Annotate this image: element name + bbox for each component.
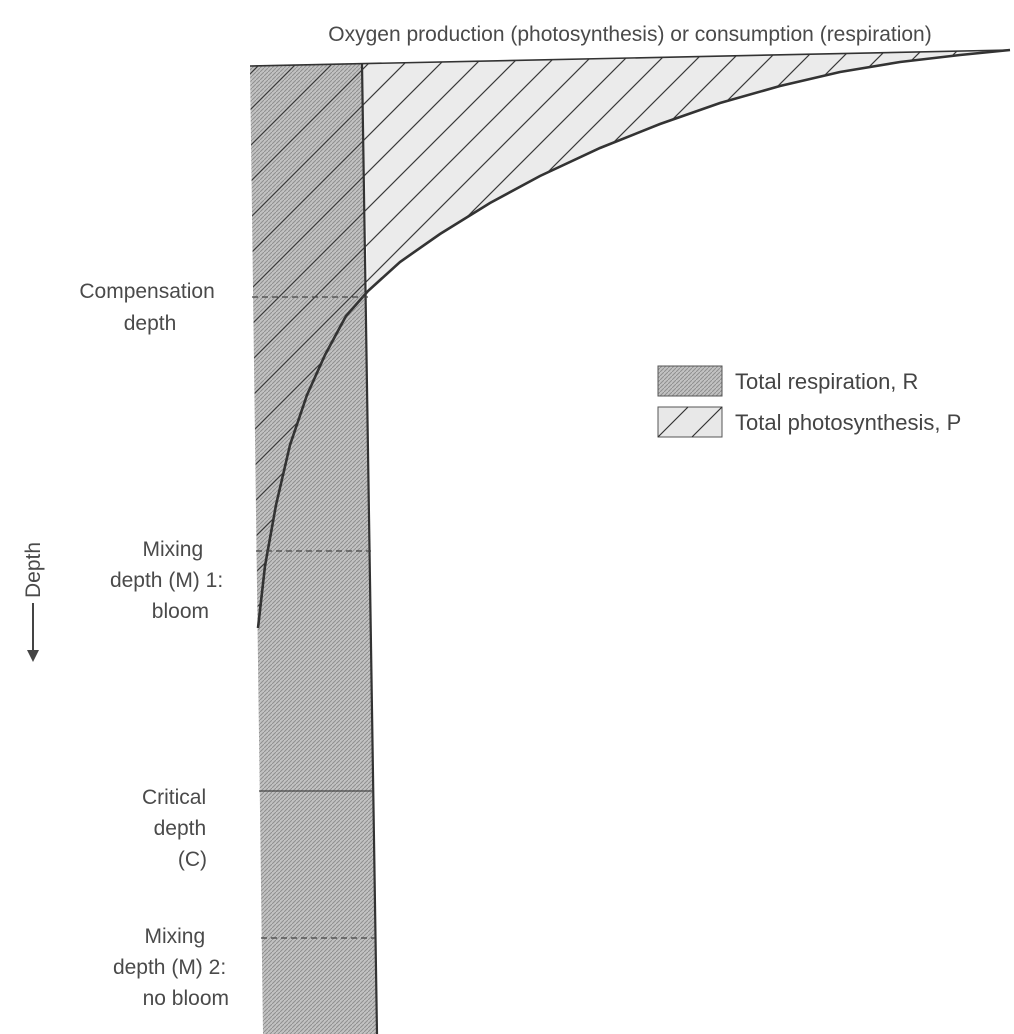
legend-photosynthesis-swatch-bg: [657, 406, 723, 438]
compensation-depth-label: Compensation depth: [79, 280, 220, 335]
surface-line: [249, 49, 1011, 67]
legend-respiration-swatch: [657, 365, 723, 397]
legend-respiration-label: Total respiration, R: [735, 369, 918, 394]
depth-axis-label: Depth: [22, 542, 45, 598]
critical-depth-label: Critical depth (C): [142, 786, 212, 871]
legend-photosynthesis-label: Total photosynthesis, P: [735, 410, 961, 435]
diagram-title: Oxygen production (photosynthesis) or co…: [328, 23, 931, 46]
depth-arrow-head: [27, 650, 39, 662]
photosynthesis-curve: [256, 48, 1011, 629]
respiration-column-edge: [360, 63, 379, 1034]
mixing-depth-1-label: Mixing depth (M) 1: bloom: [110, 538, 229, 623]
photosynthesis-hatching: [250, 50, 1010, 628]
legend-photosynthesis-swatch-hatch: [657, 406, 723, 438]
mixing-depth-2-label: Mixing depth (M) 2: no bloom: [113, 925, 232, 1010]
legend: Total respiration, R Total photosynthesi…: [657, 365, 961, 438]
